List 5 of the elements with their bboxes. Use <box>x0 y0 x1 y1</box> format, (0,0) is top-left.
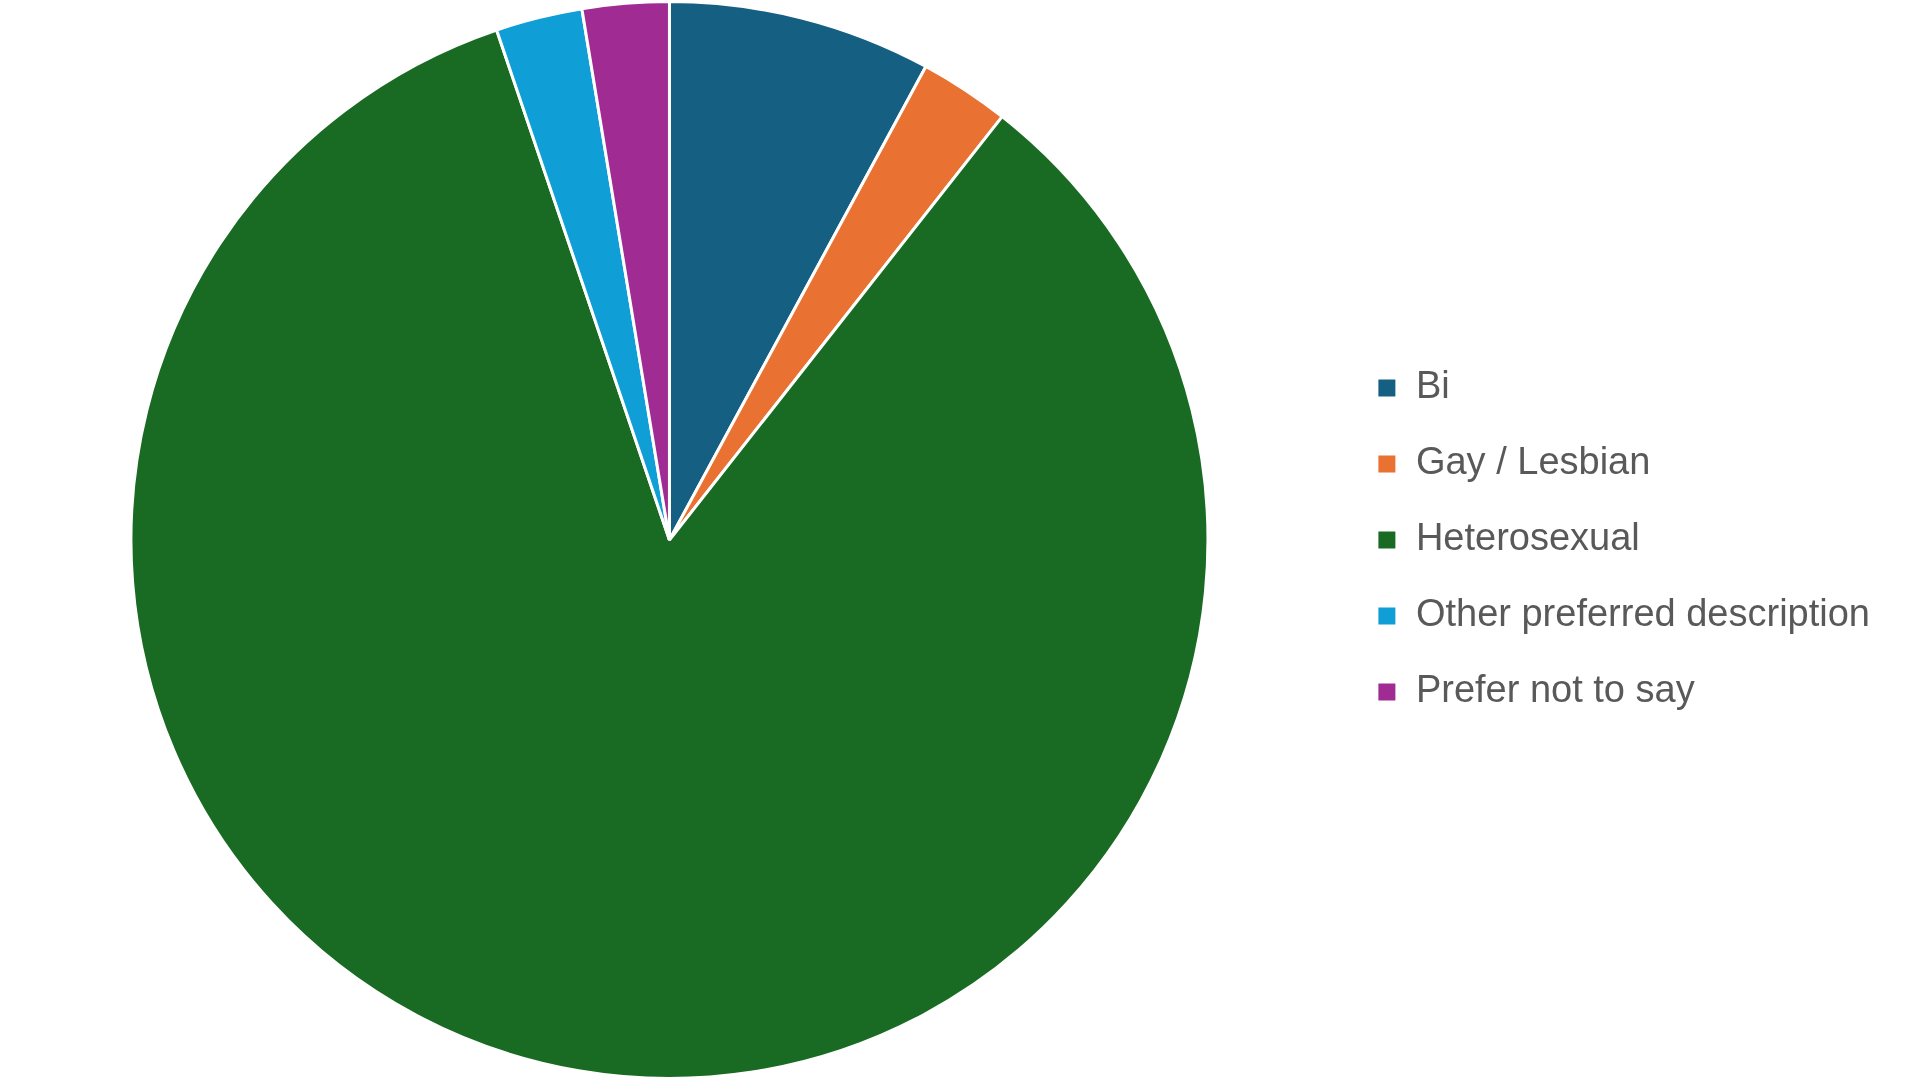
legend-label: Prefer not to say <box>1415 668 1695 711</box>
legend-label: Bi <box>1415 364 1450 407</box>
legend-label: Heterosexual <box>1415 516 1640 559</box>
legend-label: Other preferred description <box>1415 592 1870 635</box>
legend-label: Gay / Lesbian <box>1415 440 1651 483</box>
